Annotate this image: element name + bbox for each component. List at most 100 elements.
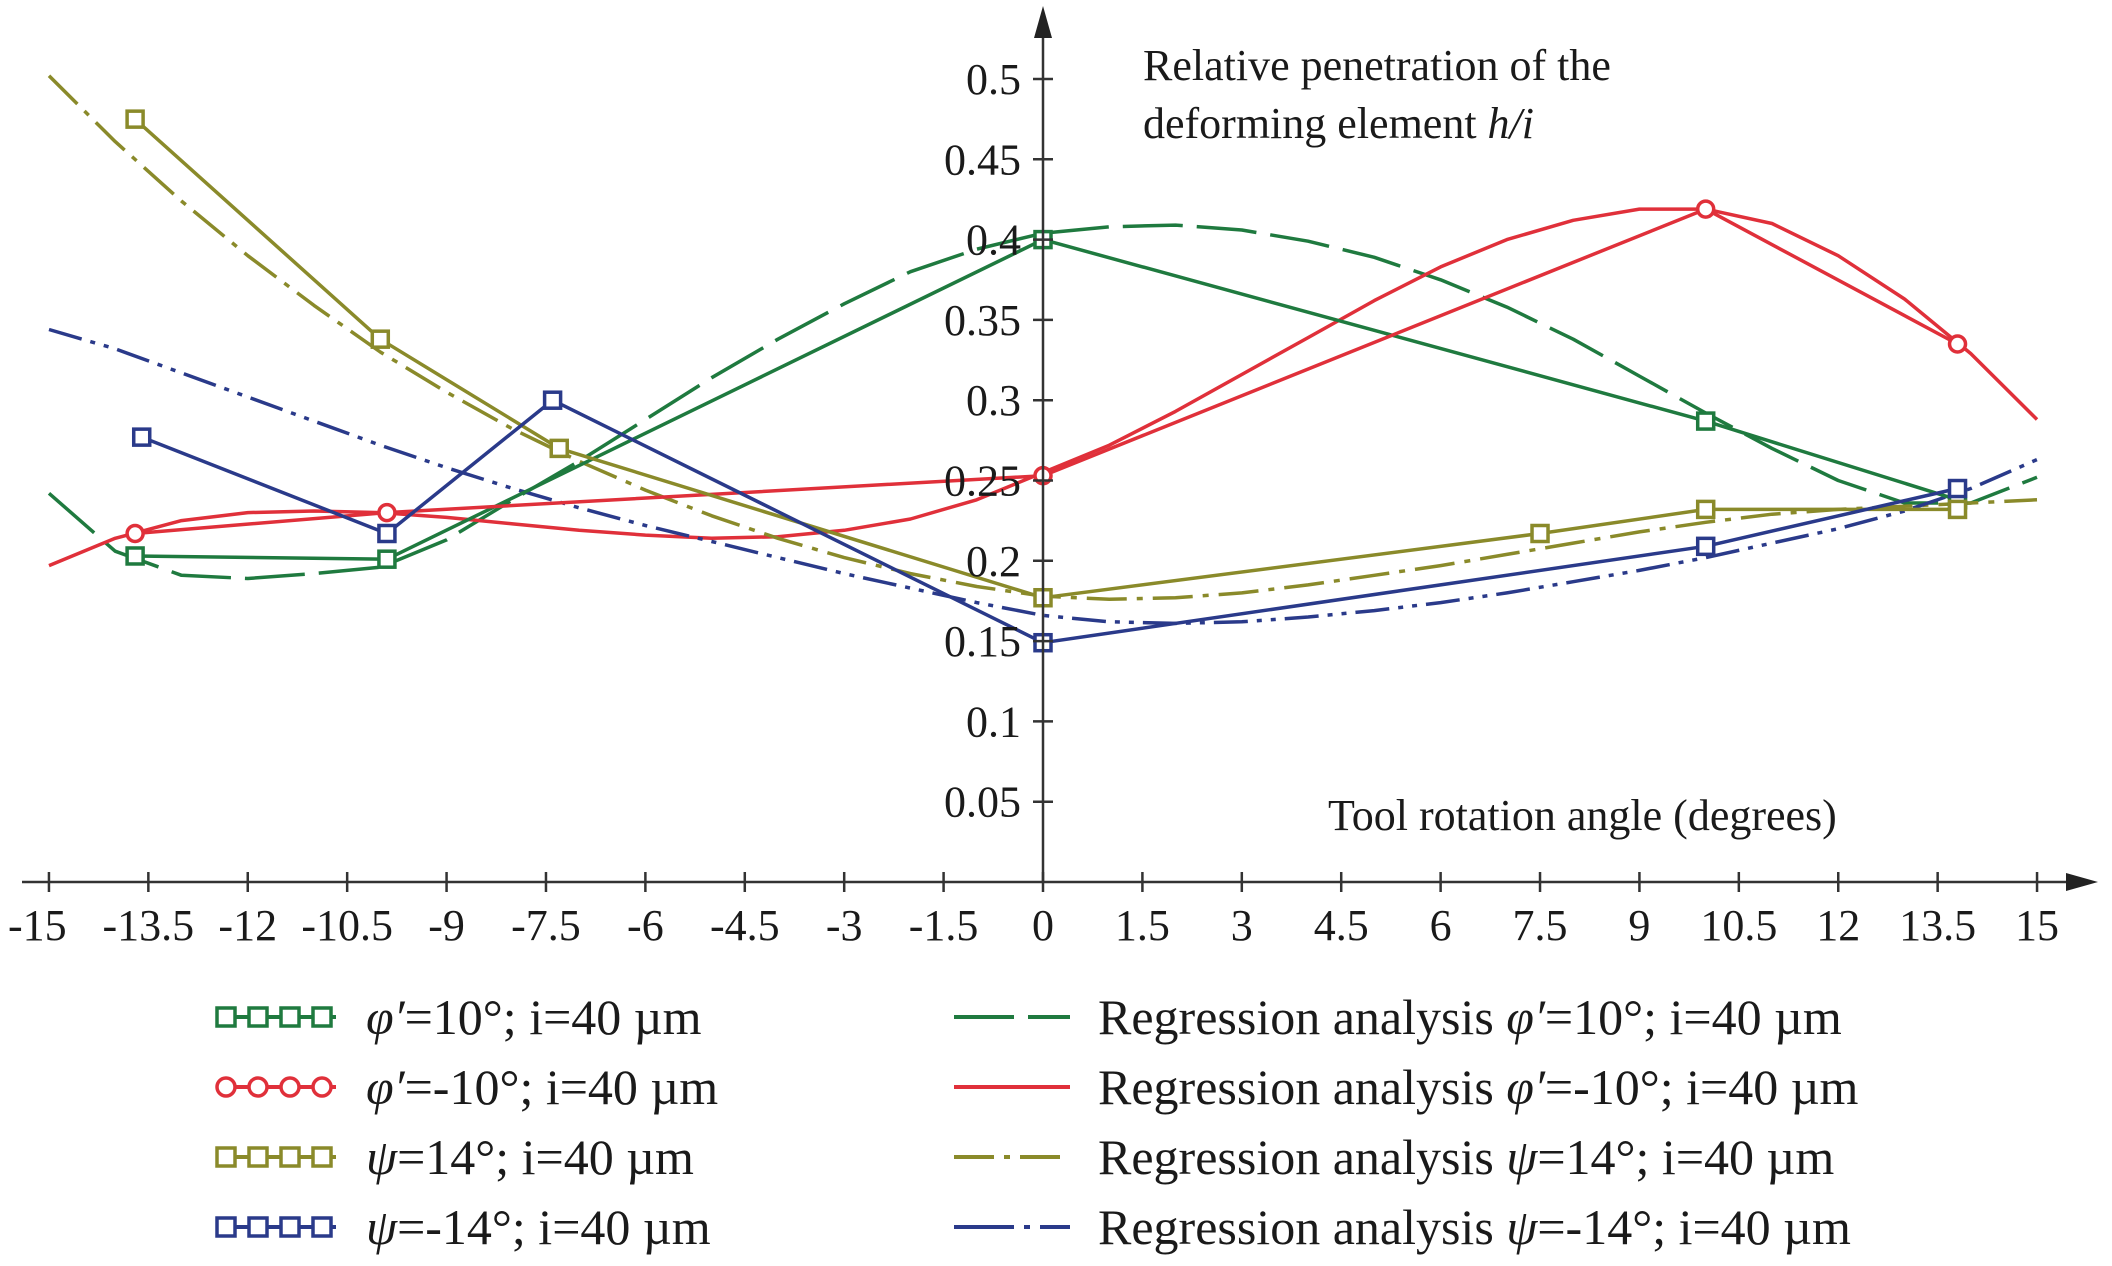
x-tick-label: -15: [8, 901, 67, 950]
y-tick-label: 0.4: [966, 216, 1021, 265]
y-ticks: 0.05 0.1 0.15 0.2 0.25 0.3 0.35 0.4 0.45 0.5: [944, 55, 1053, 827]
data-point: [370, 329, 391, 349]
data-point: [542, 390, 563, 410]
data-point: [125, 109, 145, 129]
legend-prefix: Regression analysis: [1098, 1129, 1507, 1185]
legend-swatch: [215, 1076, 336, 1098]
legend-swatch: [954, 1085, 1070, 1089]
legend-swatch: [215, 1006, 336, 1028]
legend-marker: [215, 1076, 237, 1098]
x-tick-label: 3: [1231, 901, 1253, 950]
y-tick-label: 0.1: [966, 697, 1021, 746]
legend-item-regression-psi-minus14: Regression analysis ψ=-14°; i=40 µm: [952, 1195, 1851, 1259]
legend-marker: [247, 1076, 269, 1098]
legend-label: Regression analysis ψ=14°; i=40 µm: [1098, 1128, 1834, 1186]
legend-swatch: [954, 1015, 1070, 1019]
legend-prefix: Regression analysis: [1098, 989, 1507, 1045]
legend-marker: [215, 1006, 237, 1028]
axes: -15 -13.5 -12 -10.5 -9 -7.5 -6 -4.5 -3 -1.5 0 1.5 3 4…: [8, 6, 2098, 950]
x-tick-label: 9: [1628, 901, 1650, 950]
legend-label: Regression analysis φ′=10°; i=40 µm: [1098, 988, 1842, 1046]
data-point: [125, 523, 145, 544]
legend-swatch: [215, 1216, 336, 1238]
legend-item-psi-plus14-data: ψ=14°; i=40 µm: [212, 1125, 694, 1189]
x-tick-label: -3: [826, 901, 863, 950]
legend-marker: [247, 1146, 269, 1168]
legend-item-phi-plus10-data: φ′=10°; i=40 µm: [212, 985, 701, 1049]
legend-marker: [279, 1006, 301, 1028]
legend-marker: [247, 1216, 269, 1238]
data-point: [125, 546, 145, 566]
legend-label: φ′=-10°; i=40 µm: [366, 1058, 718, 1116]
legend-swatch: [954, 1155, 1070, 1159]
plot-markers: [125, 109, 1968, 653]
legend: φ′=10°; i=40 µm φ′=-10°; i=40 µm ψ=14°; …: [0, 960, 2112, 1260]
y-axis-label-line1: Relative penetration of the: [1143, 41, 1611, 90]
legend-marker: [215, 1216, 237, 1238]
y-axis-label-line2: deforming element h/i: [1143, 99, 1534, 148]
data-point: [1947, 499, 1968, 520]
legend-marker: [311, 1146, 333, 1168]
x-tick-label: 7.5: [1513, 901, 1568, 950]
legend-item-regression-phi-minus10: Regression analysis φ′=-10°; i=40 µm: [952, 1055, 1858, 1119]
legend-symbol: ψ: [1506, 1199, 1538, 1255]
legend-marker: [311, 1006, 333, 1028]
legend-text: =-10°; i=40 µm: [1544, 1059, 1859, 1115]
series-line-3: [141, 398, 1958, 645]
x-tick-label: -9: [428, 901, 465, 950]
legend-symbol: ψ: [366, 1199, 398, 1255]
legend-marker: [247, 1006, 269, 1028]
legend-item-regression-phi-plus10: Regression analysis φ′=10°; i=40 µm: [952, 985, 1842, 1049]
x-tick-label: 4.5: [1314, 901, 1369, 950]
data-point: [1695, 499, 1716, 520]
y-tick-label: 0.35: [944, 296, 1021, 345]
legend-marker: [311, 1216, 333, 1238]
x-axis-arrow-icon: [2066, 873, 2098, 891]
legend-label: φ′=10°; i=40 µm: [366, 988, 701, 1046]
legend-item-phi-minus10-data: φ′=-10°; i=40 µm: [212, 1055, 718, 1119]
y-tick-label: 0.3: [966, 376, 1021, 425]
x-tick-label: -13.5: [103, 901, 195, 950]
y-tick-label: 0.05: [944, 778, 1021, 827]
data-point: [377, 523, 397, 544]
legend-marker: [279, 1076, 301, 1098]
x-tick-label: -7.5: [511, 901, 581, 950]
x-tick-label: 13.5: [1899, 901, 1976, 950]
legend-symbol: φ′: [366, 989, 405, 1045]
legend-item-psi-minus14-data: ψ=-14°; i=40 µm: [212, 1195, 711, 1259]
data-point: [1695, 536, 1716, 557]
y-axis-label-symbol: h/i: [1488, 99, 1534, 148]
legend-symbol: ψ: [1506, 1129, 1538, 1185]
y-tick-label: 0.2: [966, 537, 1021, 586]
legend-swatch: [215, 1146, 336, 1168]
x-tick-label: -12: [218, 901, 277, 950]
data-point: [1947, 334, 1968, 354]
data-point: [1695, 411, 1716, 431]
legend-label: Regression analysis φ′=-10°; i=40 µm: [1098, 1058, 1858, 1116]
legend-symbol: φ′: [1506, 989, 1545, 1045]
y-axis-label-prefix: deforming element: [1143, 99, 1488, 148]
legend-label: Regression analysis ψ=-14°; i=40 µm: [1098, 1198, 1851, 1256]
legend-marker: [279, 1216, 301, 1238]
data-point: [549, 438, 569, 459]
y-tick-label: 0.45: [944, 135, 1021, 184]
line-chart: -15 -13.5 -12 -10.5 -9 -7.5 -6 -4.5 -3 -1.5 0 1.5 3 4…: [8, 6, 2098, 950]
x-tick-label: 6: [1430, 901, 1452, 950]
y-tick-label: 0.5: [966, 55, 1021, 104]
x-tick-label: 15: [2015, 901, 2059, 950]
data-point: [131, 427, 152, 447]
legend-label: ψ=-14°; i=40 µm: [366, 1198, 711, 1256]
legend-symbol: φ′: [366, 1059, 405, 1115]
x-tick-label: 1.5: [1115, 901, 1170, 950]
legend-swatch: [954, 1225, 1070, 1229]
legend-text: =-14°; i=40 µm: [397, 1199, 711, 1255]
legend-text: =14°; i=40 µm: [397, 1129, 694, 1185]
legend-prefix: Regression analysis: [1098, 1059, 1507, 1115]
legend-item-regression-psi-plus14: Regression analysis ψ=14°; i=40 µm: [952, 1125, 1834, 1189]
data-point: [1530, 523, 1550, 544]
legend-text: =14°; i=40 µm: [1537, 1129, 1835, 1185]
x-tick-label: -10.5: [301, 901, 393, 950]
x-ticks: -15 -13.5 -12 -10.5 -9 -7.5 -6 -4.5 -3 -1.5 0 1.5 3 4…: [8, 872, 2059, 950]
legend-symbol: ψ: [366, 1129, 398, 1185]
legend-prefix: Regression analysis: [1098, 1199, 1507, 1255]
